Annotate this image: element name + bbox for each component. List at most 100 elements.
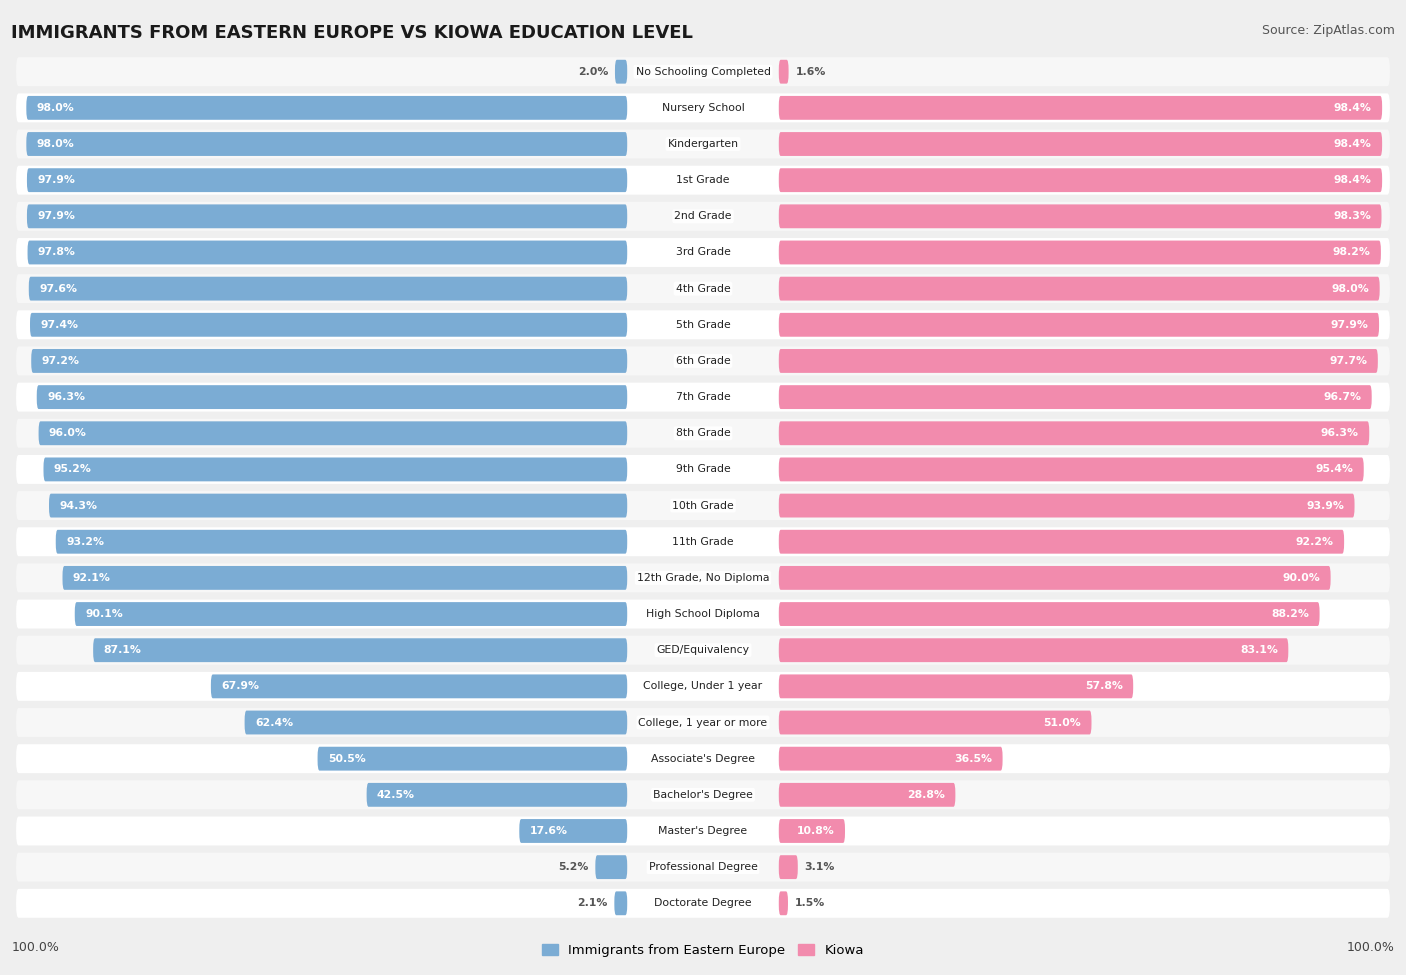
Text: Source: ZipAtlas.com: Source: ZipAtlas.com bbox=[1261, 24, 1395, 37]
Text: 88.2%: 88.2% bbox=[1271, 609, 1309, 619]
FancyBboxPatch shape bbox=[15, 744, 1391, 773]
Text: Doctorate Degree: Doctorate Degree bbox=[654, 898, 752, 909]
FancyBboxPatch shape bbox=[779, 169, 1382, 192]
Text: 5th Grade: 5th Grade bbox=[676, 320, 730, 330]
Text: 8th Grade: 8th Grade bbox=[676, 428, 730, 439]
Text: 96.0%: 96.0% bbox=[49, 428, 87, 439]
FancyBboxPatch shape bbox=[779, 529, 1344, 554]
Legend: Immigrants from Eastern Europe, Kiowa: Immigrants from Eastern Europe, Kiowa bbox=[537, 939, 869, 962]
Text: Associate's Degree: Associate's Degree bbox=[651, 754, 755, 763]
Text: Master's Degree: Master's Degree bbox=[658, 826, 748, 836]
FancyBboxPatch shape bbox=[15, 346, 1391, 375]
FancyBboxPatch shape bbox=[15, 382, 1391, 411]
Text: 28.8%: 28.8% bbox=[907, 790, 945, 799]
FancyBboxPatch shape bbox=[779, 711, 1091, 734]
Text: 98.4%: 98.4% bbox=[1334, 139, 1372, 149]
Text: 97.9%: 97.9% bbox=[38, 212, 75, 221]
Text: 97.6%: 97.6% bbox=[39, 284, 77, 293]
FancyBboxPatch shape bbox=[779, 205, 1382, 228]
Text: 92.1%: 92.1% bbox=[73, 573, 111, 583]
Text: 10.8%: 10.8% bbox=[797, 826, 835, 836]
Text: 98.2%: 98.2% bbox=[1333, 248, 1371, 257]
Text: 96.3%: 96.3% bbox=[1320, 428, 1360, 439]
FancyBboxPatch shape bbox=[28, 241, 627, 264]
FancyBboxPatch shape bbox=[779, 783, 955, 806]
FancyBboxPatch shape bbox=[779, 277, 1379, 300]
Text: 90.1%: 90.1% bbox=[86, 609, 122, 619]
FancyBboxPatch shape bbox=[614, 59, 627, 84]
FancyBboxPatch shape bbox=[779, 457, 1364, 482]
Text: 2.0%: 2.0% bbox=[578, 66, 607, 77]
Text: 95.2%: 95.2% bbox=[53, 464, 91, 475]
Text: 2.1%: 2.1% bbox=[576, 898, 607, 909]
Text: 98.0%: 98.0% bbox=[1331, 284, 1369, 293]
Text: 17.6%: 17.6% bbox=[530, 826, 568, 836]
Text: 2nd Grade: 2nd Grade bbox=[675, 212, 731, 221]
FancyBboxPatch shape bbox=[15, 889, 1391, 917]
Text: 7th Grade: 7th Grade bbox=[676, 392, 730, 402]
FancyBboxPatch shape bbox=[44, 457, 627, 482]
FancyBboxPatch shape bbox=[779, 96, 1382, 120]
FancyBboxPatch shape bbox=[27, 205, 627, 228]
Text: 11th Grade: 11th Grade bbox=[672, 536, 734, 547]
Text: 97.9%: 97.9% bbox=[38, 176, 75, 185]
Text: 98.0%: 98.0% bbox=[37, 139, 75, 149]
Text: 93.2%: 93.2% bbox=[66, 536, 104, 547]
FancyBboxPatch shape bbox=[595, 855, 627, 879]
FancyBboxPatch shape bbox=[779, 891, 787, 916]
FancyBboxPatch shape bbox=[519, 819, 627, 843]
Text: College, 1 year or more: College, 1 year or more bbox=[638, 718, 768, 727]
FancyBboxPatch shape bbox=[15, 853, 1391, 881]
Text: 42.5%: 42.5% bbox=[377, 790, 415, 799]
Text: 36.5%: 36.5% bbox=[955, 754, 993, 763]
FancyBboxPatch shape bbox=[56, 529, 627, 554]
FancyBboxPatch shape bbox=[779, 241, 1381, 264]
Text: 90.0%: 90.0% bbox=[1282, 573, 1320, 583]
FancyBboxPatch shape bbox=[15, 527, 1391, 556]
FancyBboxPatch shape bbox=[779, 385, 1372, 409]
FancyBboxPatch shape bbox=[37, 385, 627, 409]
Text: Kindergarten: Kindergarten bbox=[668, 139, 738, 149]
Text: 1.5%: 1.5% bbox=[794, 898, 825, 909]
FancyBboxPatch shape bbox=[15, 58, 1391, 86]
Text: 1st Grade: 1st Grade bbox=[676, 176, 730, 185]
FancyBboxPatch shape bbox=[779, 819, 845, 843]
Text: 97.9%: 97.9% bbox=[1331, 320, 1368, 330]
FancyBboxPatch shape bbox=[15, 202, 1391, 231]
Text: 62.4%: 62.4% bbox=[254, 718, 292, 727]
Text: 100.0%: 100.0% bbox=[1347, 941, 1395, 954]
Text: 97.7%: 97.7% bbox=[1330, 356, 1368, 366]
FancyBboxPatch shape bbox=[614, 891, 627, 916]
FancyBboxPatch shape bbox=[211, 675, 627, 698]
Text: 96.7%: 96.7% bbox=[1323, 392, 1361, 402]
FancyBboxPatch shape bbox=[779, 421, 1369, 446]
Text: 98.4%: 98.4% bbox=[1334, 176, 1372, 185]
Text: 83.1%: 83.1% bbox=[1240, 645, 1278, 655]
Text: 4th Grade: 4th Grade bbox=[676, 284, 730, 293]
FancyBboxPatch shape bbox=[15, 310, 1391, 339]
Text: High School Diploma: High School Diploma bbox=[647, 609, 759, 619]
FancyBboxPatch shape bbox=[28, 277, 627, 300]
FancyBboxPatch shape bbox=[62, 566, 627, 590]
Text: 12th Grade, No Diploma: 12th Grade, No Diploma bbox=[637, 573, 769, 583]
Text: 51.0%: 51.0% bbox=[1043, 718, 1081, 727]
FancyBboxPatch shape bbox=[27, 96, 627, 120]
FancyBboxPatch shape bbox=[15, 94, 1391, 122]
FancyBboxPatch shape bbox=[779, 59, 789, 84]
Text: IMMIGRANTS FROM EASTERN EUROPE VS KIOWA EDUCATION LEVEL: IMMIGRANTS FROM EASTERN EUROPE VS KIOWA … bbox=[11, 24, 693, 42]
Text: Bachelor's Degree: Bachelor's Degree bbox=[652, 790, 754, 799]
FancyBboxPatch shape bbox=[779, 566, 1330, 590]
FancyBboxPatch shape bbox=[15, 600, 1391, 629]
Text: 5.2%: 5.2% bbox=[558, 862, 589, 873]
FancyBboxPatch shape bbox=[49, 493, 627, 518]
Text: 3rd Grade: 3rd Grade bbox=[675, 248, 731, 257]
FancyBboxPatch shape bbox=[779, 675, 1133, 698]
FancyBboxPatch shape bbox=[15, 564, 1391, 593]
Text: 1.6%: 1.6% bbox=[796, 66, 825, 77]
Text: Professional Degree: Professional Degree bbox=[648, 862, 758, 873]
Text: 97.4%: 97.4% bbox=[41, 320, 79, 330]
FancyBboxPatch shape bbox=[15, 455, 1391, 484]
FancyBboxPatch shape bbox=[15, 166, 1391, 195]
Text: No Schooling Completed: No Schooling Completed bbox=[636, 66, 770, 77]
Text: College, Under 1 year: College, Under 1 year bbox=[644, 682, 762, 691]
